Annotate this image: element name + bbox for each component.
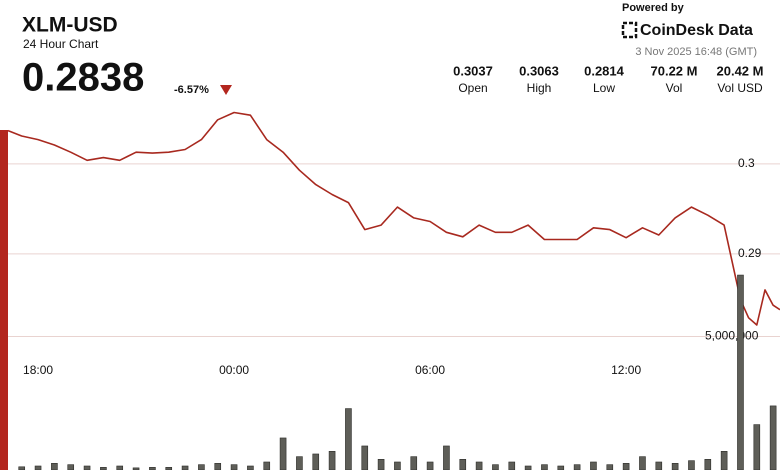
- volume-bar: [443, 445, 450, 470]
- volume-bar: [345, 408, 352, 470]
- y2-tick-label: 5,000,000: [705, 329, 759, 343]
- volume-bar: [704, 459, 712, 470]
- volume-bar: [655, 461, 663, 470]
- stat-value: 20.42 M: [717, 63, 764, 78]
- volume-bar: [100, 467, 107, 470]
- stats: 0.3037 Open 0.3063 High 0.2814 Low 70.22 M Vol 2…: [453, 63, 763, 95]
- volume-bar: [67, 464, 75, 470]
- volume-bar: [557, 465, 565, 470]
- brand-logo: [621, 21, 638, 39]
- timestamp: 3 Nov 2025 16:48 (GMT): [635, 46, 757, 58]
- volume-bar: [606, 464, 614, 470]
- x-tick-label: 06:00: [415, 363, 445, 377]
- volume-bar: [51, 463, 58, 470]
- x-tick-label: 00:00: [219, 363, 249, 377]
- volume-bar: [230, 464, 238, 470]
- volume-bar: [394, 461, 401, 470]
- volume-bar: [116, 465, 124, 470]
- down-arrow: [220, 85, 232, 95]
- volume-bar: [181, 465, 189, 470]
- volume-bar: [83, 465, 91, 470]
- volume-bar: [312, 453, 320, 470]
- volume-bar: [263, 461, 271, 470]
- stat-value: 0.3037: [453, 63, 493, 78]
- volume-bar: [475, 461, 483, 470]
- volume-bar: [524, 465, 532, 470]
- brand: CoinDesk Data: [640, 22, 753, 39]
- volume-bar: [541, 464, 548, 470]
- price: 0.2838: [22, 56, 144, 100]
- volume-bar: [590, 461, 597, 470]
- stat-value: 70.22 M: [651, 63, 698, 78]
- volume-bar: [426, 461, 434, 470]
- symbol: XLM-USD: [22, 14, 118, 37]
- x-tick-label: 18:00: [23, 363, 53, 377]
- volume-bar: [361, 445, 369, 470]
- volume-bar: [459, 459, 467, 470]
- volume-bar: [508, 461, 516, 470]
- volume-bar: [296, 456, 303, 470]
- stat-value: 0.3063: [519, 63, 559, 78]
- volume-bar: [34, 465, 42, 470]
- y-tick-label: 0.3: [738, 156, 755, 170]
- price-area: [8, 112, 780, 470]
- change: -6.57%: [174, 84, 209, 96]
- volume-bar: [720, 451, 728, 470]
- volume-bar: [639, 456, 646, 470]
- stat-label: High: [527, 81, 552, 95]
- volume-bar: [737, 274, 744, 470]
- volume-bar: [165, 467, 173, 470]
- volume-bar: [377, 459, 385, 470]
- stat-label: Open: [458, 81, 487, 95]
- stat-label: Vol: [666, 81, 683, 95]
- volume-bar: [198, 464, 205, 470]
- volume-bar: [769, 405, 777, 470]
- powered-by: Powered by: [622, 2, 685, 14]
- plot-area: [7, 111, 780, 470]
- stat-label: Vol USD: [717, 81, 763, 95]
- subtitle: 24 Hour Chart: [23, 37, 99, 51]
- volume-bar: [247, 465, 254, 470]
- volume-bar: [622, 463, 630, 470]
- volume-bar: [410, 456, 418, 470]
- left-stripe: [0, 130, 8, 470]
- volume-bar: [492, 464, 499, 470]
- volume-bar: [279, 437, 287, 470]
- x-tick-label: 12:00: [611, 363, 641, 377]
- volume-bar: [688, 460, 695, 470]
- volume-bar: [573, 464, 581, 470]
- volume-bar: [328, 451, 336, 470]
- stat-value: 0.2814: [584, 63, 625, 78]
- stat-label: Low: [593, 81, 615, 95]
- volume-bar: [132, 467, 140, 470]
- price-line: [7, 111, 780, 326]
- volume-bar: [149, 467, 156, 470]
- volume-bar: [214, 463, 222, 470]
- volume-bar: [753, 424, 761, 470]
- y-tick-label: 0.29: [738, 246, 762, 260]
- volume-bar: [671, 463, 679, 470]
